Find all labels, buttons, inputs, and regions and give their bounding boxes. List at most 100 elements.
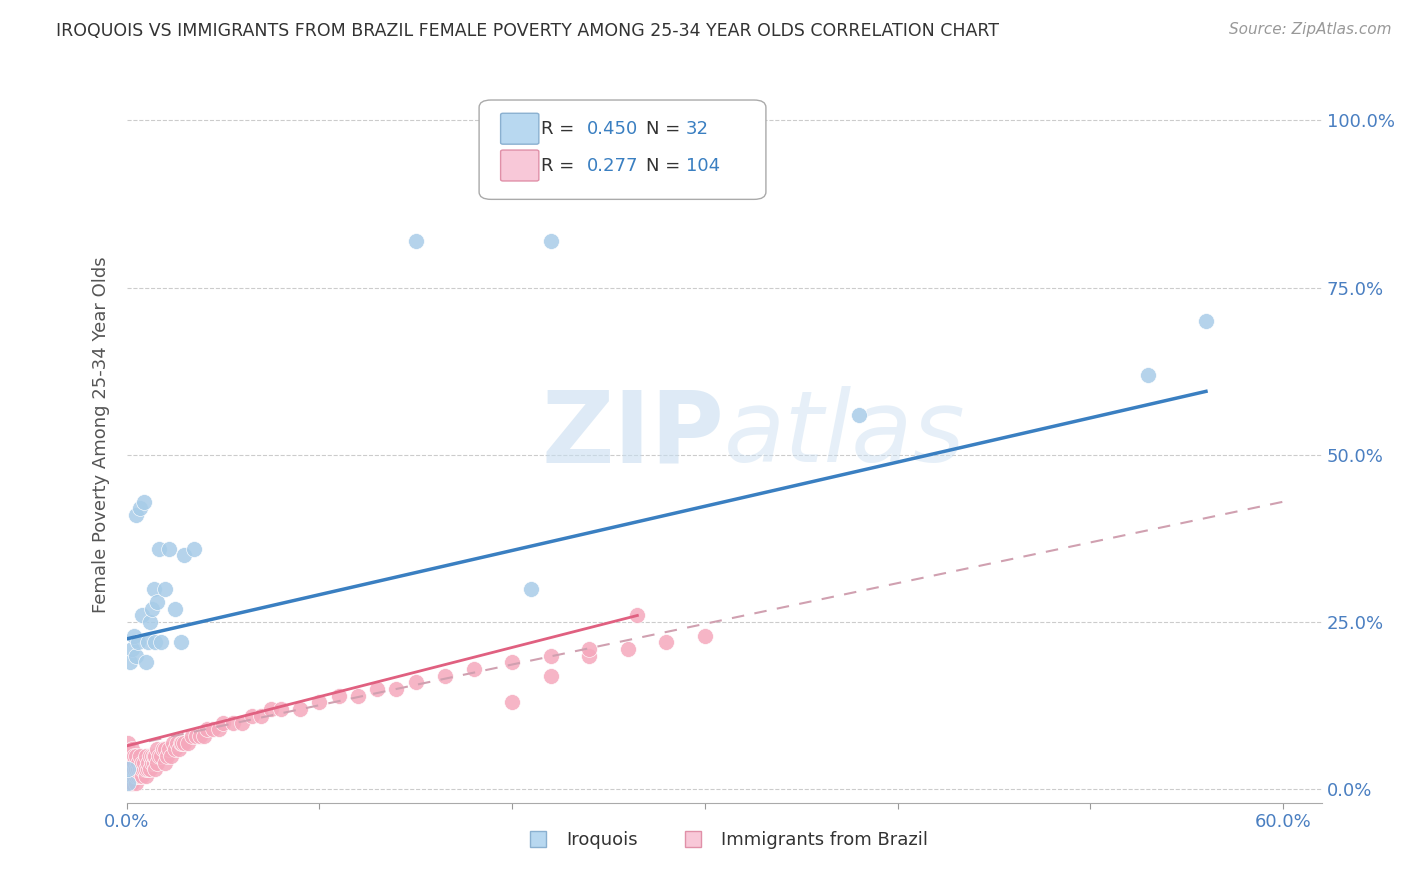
Point bbox=[501, 696, 523, 710]
Point bbox=[127, 635, 149, 649]
Point bbox=[270, 702, 292, 716]
Point bbox=[135, 655, 157, 669]
Point bbox=[121, 776, 143, 790]
Point bbox=[433, 669, 456, 683]
Point bbox=[125, 648, 148, 663]
Point bbox=[122, 769, 145, 783]
Point bbox=[146, 595, 169, 609]
Point bbox=[148, 541, 170, 556]
Point bbox=[163, 601, 186, 615]
Point bbox=[142, 749, 165, 764]
Text: 0.277: 0.277 bbox=[586, 157, 638, 175]
Point bbox=[150, 635, 173, 649]
Point bbox=[231, 715, 253, 730]
Point bbox=[120, 655, 142, 669]
Point bbox=[115, 776, 138, 790]
Point bbox=[150, 749, 173, 764]
Point bbox=[132, 762, 155, 776]
Point bbox=[141, 756, 163, 770]
Point bbox=[540, 648, 562, 663]
Point bbox=[142, 756, 165, 770]
Point bbox=[288, 702, 311, 716]
Point bbox=[142, 582, 165, 596]
Point bbox=[328, 689, 350, 703]
Point bbox=[122, 756, 145, 770]
Point bbox=[121, 642, 143, 657]
Point bbox=[138, 615, 160, 630]
Point bbox=[173, 548, 195, 563]
Point bbox=[117, 769, 139, 783]
Point bbox=[135, 749, 157, 764]
Point bbox=[121, 776, 143, 790]
Point bbox=[117, 756, 139, 770]
Point bbox=[166, 735, 188, 749]
Point bbox=[117, 776, 139, 790]
Point bbox=[127, 762, 149, 776]
Text: 104: 104 bbox=[686, 157, 720, 175]
Point bbox=[136, 762, 159, 776]
Point bbox=[120, 776, 142, 790]
Point bbox=[463, 662, 485, 676]
Text: N =: N = bbox=[647, 157, 686, 175]
Point bbox=[405, 234, 427, 248]
Point bbox=[131, 762, 153, 776]
Point bbox=[131, 769, 153, 783]
Point bbox=[125, 776, 148, 790]
Point bbox=[157, 541, 180, 556]
Point bbox=[1195, 314, 1218, 328]
Point bbox=[385, 681, 408, 696]
Point bbox=[122, 628, 145, 642]
Point bbox=[129, 762, 152, 776]
Point bbox=[145, 749, 167, 764]
Point bbox=[125, 749, 148, 764]
Point bbox=[655, 635, 678, 649]
Point bbox=[121, 756, 143, 770]
Point bbox=[163, 742, 186, 756]
FancyBboxPatch shape bbox=[479, 100, 766, 200]
Point bbox=[145, 762, 167, 776]
Point bbox=[120, 762, 142, 776]
Point bbox=[146, 756, 169, 770]
Point bbox=[162, 735, 184, 749]
Point bbox=[115, 769, 138, 783]
Text: N =: N = bbox=[647, 120, 686, 138]
Point bbox=[540, 234, 562, 248]
Point bbox=[120, 749, 142, 764]
Point bbox=[148, 749, 170, 764]
Point bbox=[117, 776, 139, 790]
Text: 32: 32 bbox=[686, 120, 709, 138]
Text: IROQUOIS VS IMMIGRANTS FROM BRAZIL FEMALE POVERTY AMONG 25-34 YEAR OLDS CORRELAT: IROQUOIS VS IMMIGRANTS FROM BRAZIL FEMAL… bbox=[56, 22, 1000, 40]
Point bbox=[221, 715, 243, 730]
Point bbox=[117, 762, 139, 776]
Point bbox=[127, 769, 149, 783]
Point bbox=[129, 501, 152, 516]
Text: ZIP: ZIP bbox=[541, 386, 724, 483]
Point bbox=[616, 642, 638, 657]
Text: 0.450: 0.450 bbox=[586, 120, 638, 138]
Point bbox=[136, 635, 159, 649]
Point bbox=[117, 769, 139, 783]
Point bbox=[125, 508, 148, 523]
Point bbox=[188, 729, 211, 743]
Point bbox=[693, 628, 716, 642]
Point bbox=[117, 749, 139, 764]
Point bbox=[578, 648, 600, 663]
Point bbox=[141, 749, 163, 764]
Point bbox=[136, 756, 159, 770]
Text: atlas: atlas bbox=[724, 386, 966, 483]
Point bbox=[1137, 368, 1160, 382]
Point bbox=[117, 776, 139, 790]
Point bbox=[125, 769, 148, 783]
Point bbox=[366, 681, 388, 696]
Point bbox=[240, 708, 263, 723]
Point bbox=[212, 715, 235, 730]
Point bbox=[347, 689, 370, 703]
Point bbox=[117, 762, 139, 776]
Point bbox=[208, 723, 231, 737]
Legend: Iroquois, Immigrants from Brazil: Iroquois, Immigrants from Brazil bbox=[513, 824, 935, 856]
Point bbox=[578, 642, 600, 657]
Text: Source: ZipAtlas.com: Source: ZipAtlas.com bbox=[1229, 22, 1392, 37]
Point bbox=[181, 729, 204, 743]
Point bbox=[156, 749, 179, 764]
Point bbox=[177, 735, 200, 749]
